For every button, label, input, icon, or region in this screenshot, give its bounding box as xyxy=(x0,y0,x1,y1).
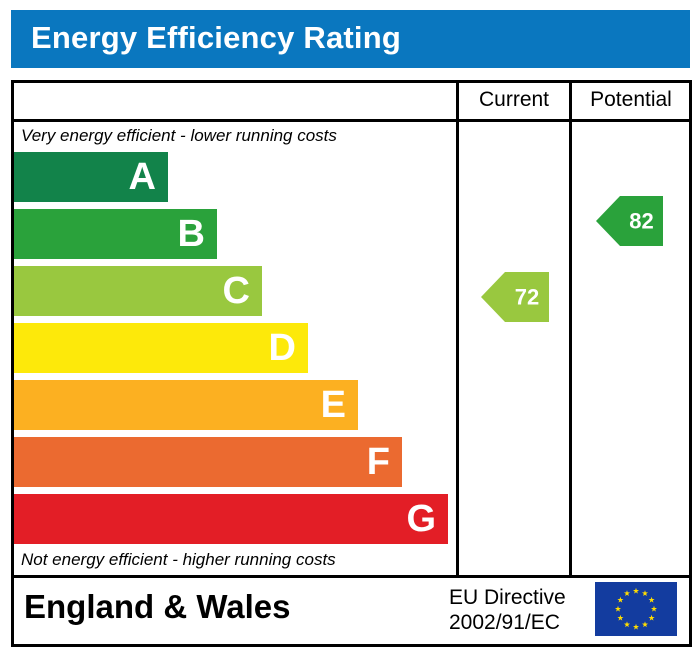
eu-star-icon xyxy=(648,614,655,621)
bottom-caption: Not energy efficient - higher running co… xyxy=(21,550,336,569)
eu-star-icon xyxy=(617,614,624,621)
eu-star-icon xyxy=(641,590,649,596)
eu-star-icon xyxy=(632,587,640,594)
eu-flag-icon xyxy=(595,582,677,636)
eu-stars-icon xyxy=(614,587,658,630)
rating-frame xyxy=(11,80,692,647)
eu-star-icon xyxy=(641,621,649,628)
band-f: F xyxy=(14,437,402,487)
band-letter-b: B xyxy=(177,213,205,255)
eu-star-icon xyxy=(623,590,631,596)
top-caption: Very energy efficient - lower running co… xyxy=(21,126,337,145)
band-b: B xyxy=(14,209,217,259)
header-divider xyxy=(11,119,692,122)
eu-star-icon xyxy=(650,605,658,612)
region-label: England & Wales xyxy=(24,588,291,625)
eu-star-icon xyxy=(648,596,655,603)
potential-column-header: Potential xyxy=(590,88,672,111)
potential-column-divider xyxy=(569,80,572,578)
eu-star-icon xyxy=(623,621,631,628)
chart-title: Energy Efficiency Rating xyxy=(31,20,402,55)
current-column-header: Current xyxy=(478,88,550,111)
band-d: D xyxy=(14,323,308,373)
band-letter-g: G xyxy=(406,498,436,540)
band-letter-e: E xyxy=(320,384,346,426)
current-column-divider xyxy=(456,80,459,578)
band-letter-a: A xyxy=(128,156,156,198)
eu-star-icon xyxy=(617,596,624,603)
band-letter-f: F xyxy=(366,441,390,483)
title-bar: Energy Efficiency Rating xyxy=(11,10,690,68)
eu-star-icon xyxy=(632,623,640,630)
footer-divider xyxy=(11,575,692,578)
directive-line-2: 2002/91/EC xyxy=(449,611,560,634)
directive-line-1: EU Directive xyxy=(449,586,566,609)
band-letter-c: C xyxy=(222,270,250,312)
band-c: C xyxy=(14,266,262,316)
band-a: A xyxy=(14,152,168,202)
band-letter-d: D xyxy=(268,327,296,369)
eu-star-icon xyxy=(614,605,622,612)
band-g: G xyxy=(14,494,448,544)
band-e: E xyxy=(14,380,358,430)
